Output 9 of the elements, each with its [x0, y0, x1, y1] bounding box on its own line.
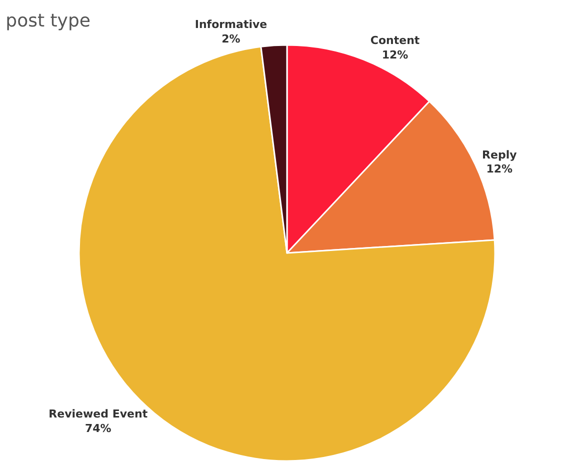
data-label: 12% — [486, 162, 513, 176]
data-label: 12% — [382, 48, 408, 62]
chart-title: post type — [6, 10, 90, 32]
slice-label: Informative — [194, 18, 268, 32]
slice-label: Reply — [482, 148, 517, 162]
slice-label: Content — [370, 34, 420, 48]
slice-label: Reviewed Event — [48, 408, 148, 421]
data-label: 74% — [84, 422, 112, 436]
data-label: 2% — [222, 32, 240, 46]
